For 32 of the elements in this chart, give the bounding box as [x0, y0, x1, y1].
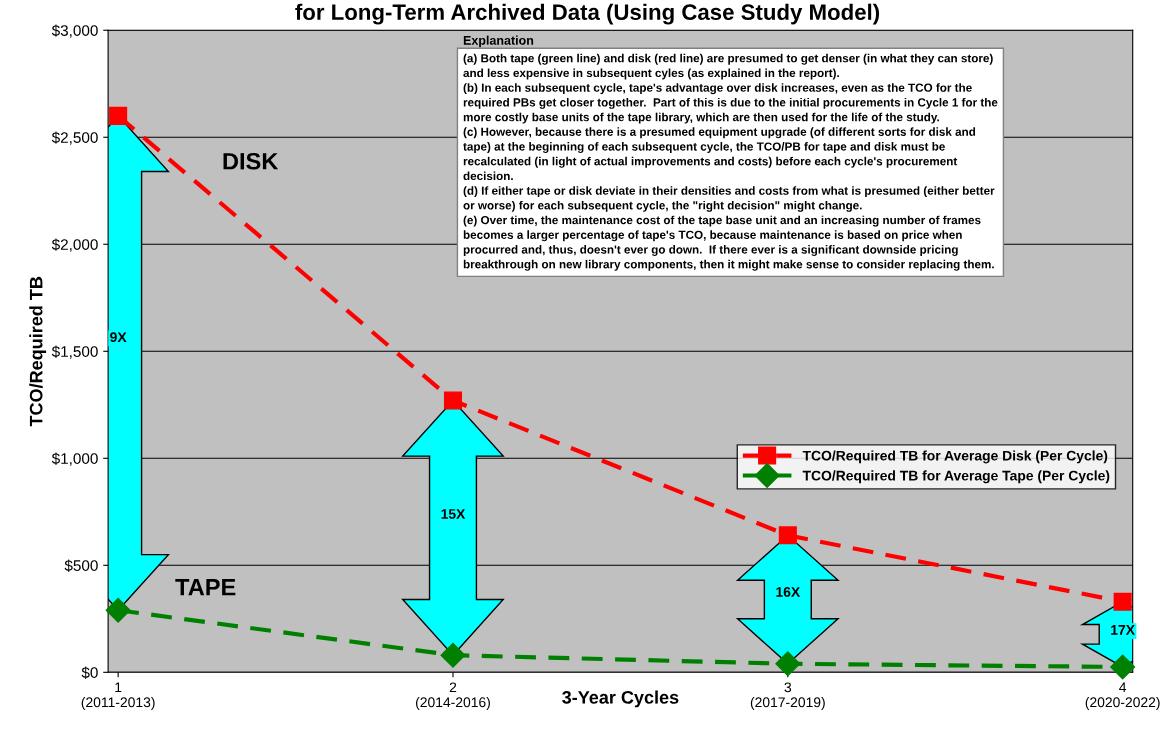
legend-label: TCO/Required TB for Average Tape (Per Cycle) [802, 470, 1110, 484]
y-tick-label: $1,000 [51, 452, 98, 466]
legend-label: TCO/Required TB for Average Disk (Per Cycle) [802, 450, 1108, 464]
annotation: TAPE [175, 579, 236, 596]
y-tick-label: $0 [81, 666, 98, 679]
point [778, 526, 797, 545]
annotation: Explanation [463, 35, 534, 48]
x-axis-title: 3-Year Cycles [562, 690, 679, 708]
chart-title: for Long-Term Archived Data (Using Case Study Model) [295, 3, 880, 25]
annotation: 9X [110, 332, 127, 343]
y-tick-label: $1,500 [51, 345, 98, 359]
annotation: 15X [441, 509, 466, 519]
y-tick-label: $500 [64, 559, 98, 572]
point [443, 391, 463, 410]
x-tick-label: 4 (2020-2022) [1085, 682, 1160, 710]
annotation: DISK [223, 152, 279, 170]
point [775, 651, 801, 677]
x-tick-label: 1 (2011-2013) [81, 682, 155, 710]
y-tick-label: $3,000 [51, 24, 98, 38]
x-tick-label: 2 (2014-2016) [416, 682, 490, 710]
point [105, 597, 131, 623]
point [1110, 654, 1136, 680]
point [1113, 592, 1132, 611]
x-tick-label: 3 (2017-2019) [750, 682, 825, 710]
y-tick-label: $2,000 [51, 238, 98, 252]
y-tick-label: $2,500 [51, 131, 98, 145]
point [109, 106, 128, 125]
y-axis-title: TCO/Required TB [29, 276, 47, 427]
text: (a) Both tape (green line) and disk (red line) are presumed to get denser (in what they can store) and less expensive in subsequent cyles (as explained in the report). (b) In each subsequent cycle, tape's advantage over disk increases, even as the TCO for the required PBs get closer together. Part of this is due to the initial procurements in Cycle 1 for the more costly base units of the tape library, which are then used for the life of the study. (c) However, because there is a presumed equipment upgrade (of different sorts for disk and tape) at the beginning of each subsequent cycle, the TCO/PB for tape and disk must be recalculated (in light of actual improvements and costs) before each cycle's procurement decision. (d) If either tape or disk deviate in their densities and costs from what is presumed (either better or worse) for each subsequent cycle, the "right decision" might change. (e) Over time, the maintenance cost of the tape base unit and an increasing number of frames becomes a larger percentage of tape's TCO, because maintenance is based on price when procurred and, thus, doesn't ever go down. If there ever is a significant downside pricing breakthrough on new library components, then it might make sense to consider replacing them. [463, 53, 998, 271]
annotation: 17X [1111, 625, 1135, 635]
annotation: 16X [776, 587, 801, 597]
point [440, 642, 466, 668]
